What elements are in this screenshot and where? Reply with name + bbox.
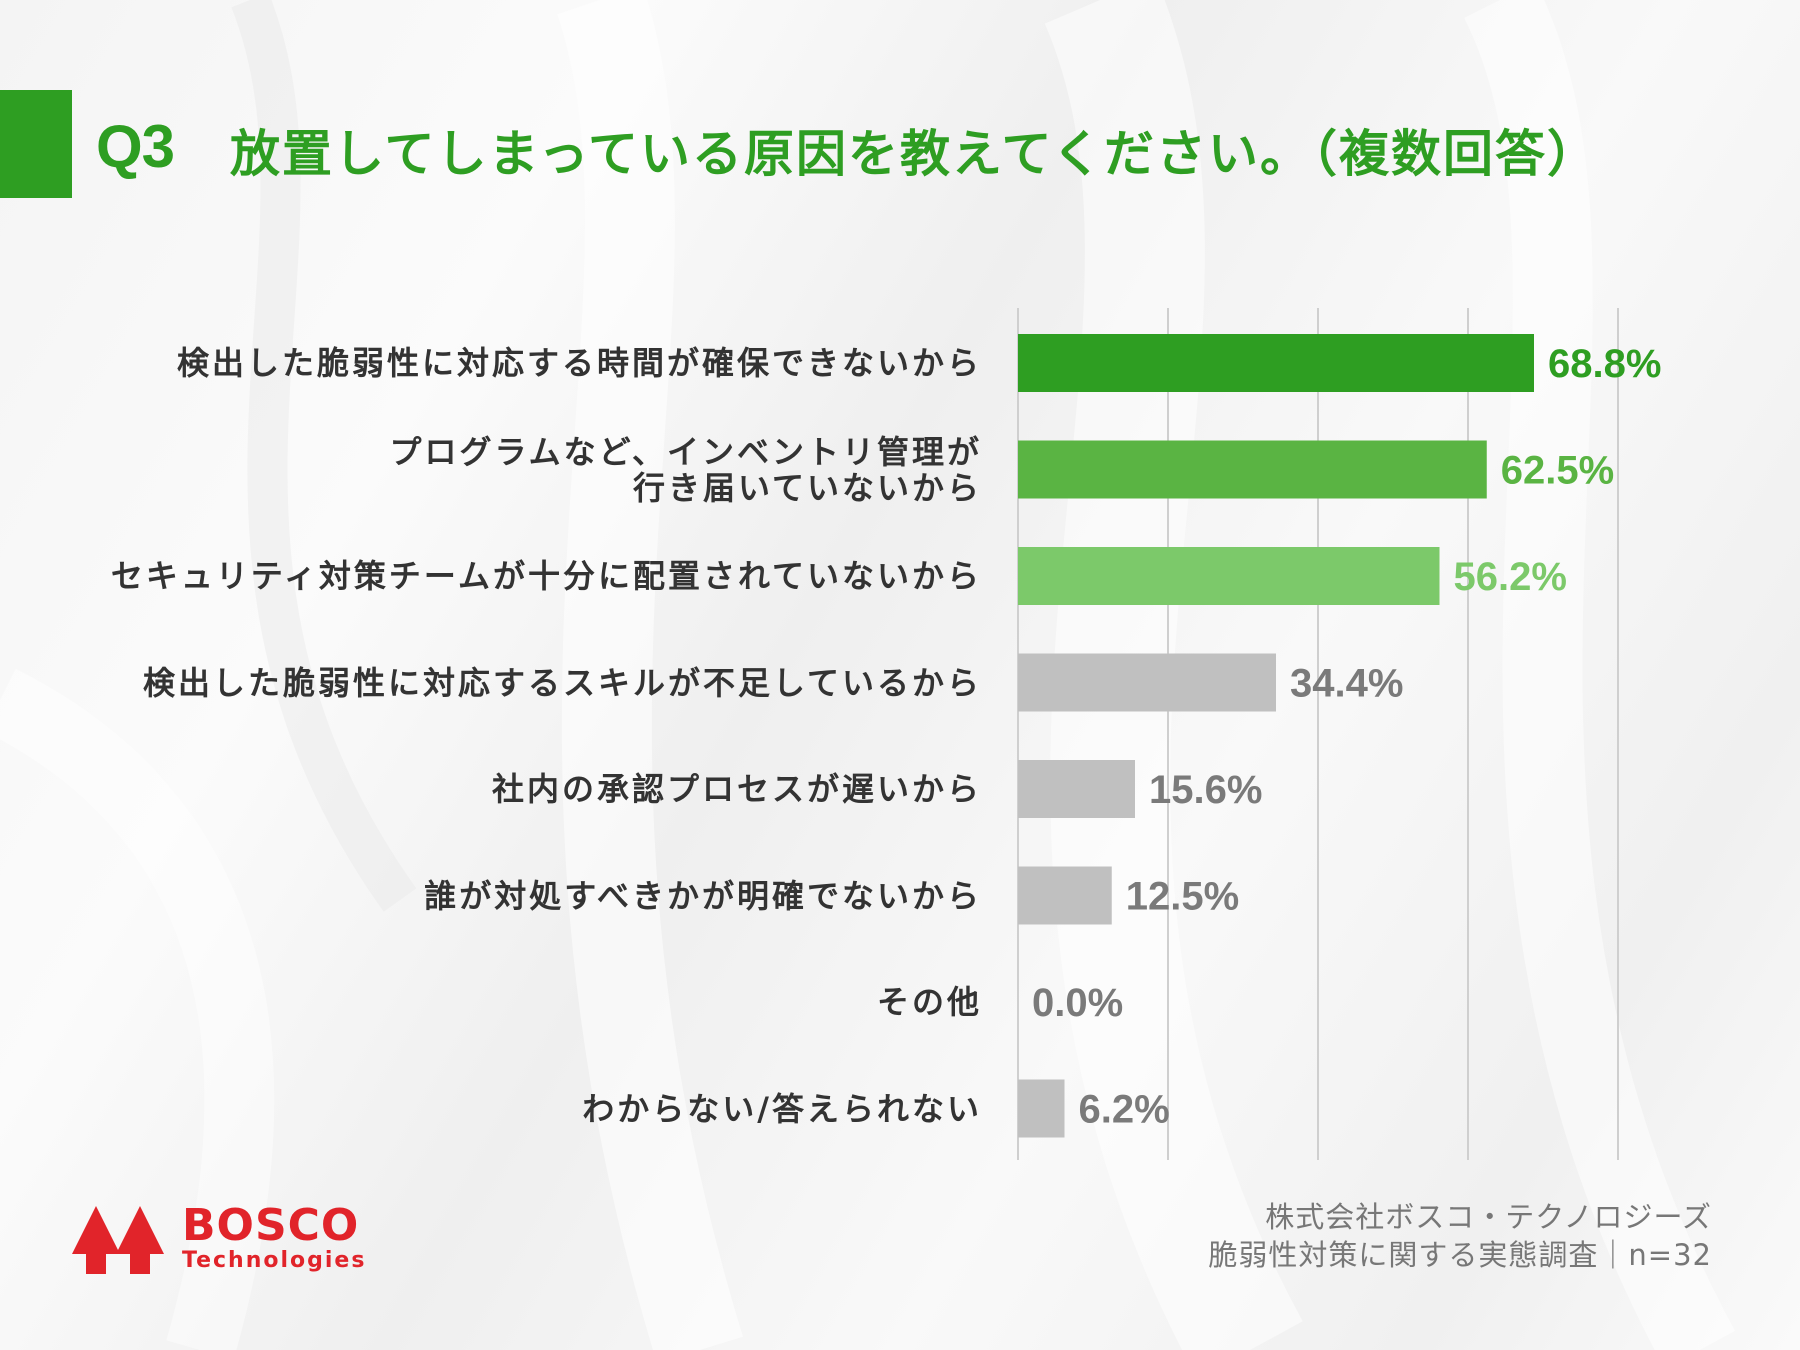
bar <box>1018 440 1487 499</box>
category-label: 検出した脆弱性に対応する時間が確保できないから <box>176 344 982 382</box>
bar <box>1018 760 1135 818</box>
bar <box>1018 334 1534 392</box>
data-label: 6.2% <box>1079 1088 1170 1132</box>
category-label: わからない/答えられない <box>582 1089 982 1128</box>
footer-credit: 株式会社ボスコ・テクノロジーズ 脆弱性対策に関する実態調査｜n=32 <box>1208 1198 1712 1274</box>
logo-name: BOSCO <box>182 1200 360 1251</box>
question-title: 放置してしまっている原因を教えてください。（複数回答） <box>230 125 1599 183</box>
data-label: 56.2% <box>1454 555 1567 599</box>
category-label: プログラムなど、インベントリ管理が 行き届いていないから <box>389 432 982 507</box>
category-label: セキュリティ対策チームが十分に配置されていないから <box>110 557 982 595</box>
category-label: 社内の承認プロセスが遅いから <box>491 770 982 808</box>
data-label: 34.4% <box>1290 662 1403 706</box>
bar <box>1018 1079 1065 1138</box>
data-label: 15.6% <box>1149 768 1262 812</box>
bar <box>1018 866 1112 925</box>
footer-survey: 脆弱性対策に関する実態調査｜n=32 <box>1208 1238 1712 1272</box>
question-number: Q3 <box>96 113 175 180</box>
footer-company: 株式会社ボスコ・テクノロジーズ <box>1265 1200 1712 1234</box>
logo-subtitle: Technologies <box>182 1248 367 1273</box>
category-label: 誰が対処すべきかが明確でないから <box>424 876 982 915</box>
data-label: 0.0% <box>1032 981 1123 1025</box>
tree-logo-icon <box>72 1206 164 1274</box>
bar <box>1018 653 1276 712</box>
category-label: その他 <box>876 983 982 1021</box>
data-label: 12.5% <box>1126 875 1239 919</box>
data-label: 62.5% <box>1501 449 1614 493</box>
data-label: 68.8% <box>1548 342 1661 386</box>
category-label: 検出した脆弱性に対応するスキルが不足しているから <box>142 663 982 702</box>
bar <box>1018 547 1440 605</box>
question-accent-block <box>0 90 72 198</box>
bosco-logo: BOSCO Technologies <box>68 1200 368 1280</box>
